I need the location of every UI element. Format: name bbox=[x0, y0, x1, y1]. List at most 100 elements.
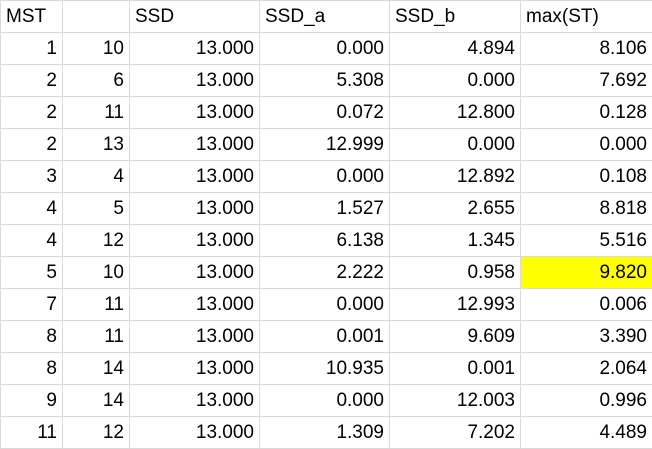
header-cell-mst[interactable]: MST bbox=[1, 1, 63, 33]
cell-ssd-a[interactable]: 1.527 bbox=[260, 193, 390, 225]
cell-mst[interactable]: 8 bbox=[1, 321, 63, 353]
cell-ssd[interactable]: 13.000 bbox=[130, 321, 260, 353]
cell-mst[interactable]: 7 bbox=[1, 289, 63, 321]
cell-ssd-a[interactable]: 0.000 bbox=[260, 33, 390, 65]
cell-ssd-b[interactable]: 4.894 bbox=[390, 33, 521, 65]
cell-ssd-a[interactable]: 0.000 bbox=[260, 161, 390, 193]
cell-ssd-b[interactable]: 7.202 bbox=[390, 417, 521, 449]
cell-ssd-a[interactable]: 2.222 bbox=[260, 257, 390, 289]
cell-ssd[interactable]: 13.000 bbox=[130, 97, 260, 129]
cell-pair[interactable]: 11 bbox=[63, 289, 130, 321]
cell-ssd[interactable]: 13.000 bbox=[130, 353, 260, 385]
cell-mst[interactable]: 1 bbox=[1, 33, 63, 65]
cell-ssd-b[interactable]: 0.958 bbox=[390, 257, 521, 289]
cell-ssd-b[interactable]: 12.800 bbox=[390, 97, 521, 129]
header-cell-ssd-b[interactable]: SSD_b bbox=[390, 1, 521, 33]
cell-ssd[interactable]: 13.000 bbox=[130, 225, 260, 257]
cell-mst[interactable]: 9 bbox=[1, 385, 63, 417]
cell-ssd[interactable]: 13.000 bbox=[130, 417, 260, 449]
cell-ssd-b[interactable]: 2.655 bbox=[390, 193, 521, 225]
cell-ssd-b[interactable]: 0.000 bbox=[390, 65, 521, 97]
cell-max-st[interactable]: 4.489 bbox=[521, 417, 652, 449]
cell-ssd[interactable]: 13.000 bbox=[130, 161, 260, 193]
cell-pair[interactable]: 13 bbox=[63, 129, 130, 161]
cell-max-st[interactable]: 0.006 bbox=[521, 289, 652, 321]
cell-mst[interactable]: 4 bbox=[1, 193, 63, 225]
cell-ssd-b[interactable]: 9.609 bbox=[390, 321, 521, 353]
cell-pair[interactable]: 10 bbox=[63, 257, 130, 289]
cell-ssd-a[interactable]: 0.072 bbox=[260, 97, 390, 129]
cell-mst[interactable]: 2 bbox=[1, 129, 63, 161]
cell-pair[interactable]: 6 bbox=[63, 65, 130, 97]
header-row: MST SSD SSD_a SSD_b max(ST) bbox=[1, 1, 652, 33]
header-cell-ssd-a[interactable]: SSD_a bbox=[260, 1, 390, 33]
cell-ssd-a[interactable]: 12.999 bbox=[260, 129, 390, 161]
cell-mst[interactable]: 5 bbox=[1, 257, 63, 289]
cell-max-st[interactable]: 7.692 bbox=[521, 65, 652, 97]
cell-ssd-a[interactable]: 5.308 bbox=[260, 65, 390, 97]
cell-ssd-a[interactable]: 6.138 bbox=[260, 225, 390, 257]
cell-ssd[interactable]: 13.000 bbox=[130, 193, 260, 225]
header-cell-blank[interactable] bbox=[63, 1, 130, 33]
cell-ssd[interactable]: 13.000 bbox=[130, 385, 260, 417]
cell-ssd[interactable]: 13.000 bbox=[130, 33, 260, 65]
cell-pair[interactable]: 14 bbox=[63, 353, 130, 385]
cell-mst[interactable]: 2 bbox=[1, 97, 63, 129]
cell-pair[interactable]: 11 bbox=[63, 97, 130, 129]
cell-ssd-b[interactable]: 12.892 bbox=[390, 161, 521, 193]
cell-mst[interactable]: 2 bbox=[1, 65, 63, 97]
cell-ssd[interactable]: 13.000 bbox=[130, 289, 260, 321]
cell-pair[interactable]: 11 bbox=[63, 321, 130, 353]
cell-max-st[interactable]: 8.106 bbox=[521, 33, 652, 65]
cell-ssd-a[interactable]: 0.000 bbox=[260, 385, 390, 417]
cell-ssd-b[interactable]: 0.000 bbox=[390, 129, 521, 161]
cell-max-st[interactable]: 9.820 bbox=[521, 257, 652, 289]
cell-pair[interactable]: 4 bbox=[63, 161, 130, 193]
cell-max-st[interactable]: 2.064 bbox=[521, 353, 652, 385]
cell-mst[interactable]: 3 bbox=[1, 161, 63, 193]
cell-max-st[interactable]: 8.818 bbox=[521, 193, 652, 225]
cell-pair[interactable]: 12 bbox=[63, 417, 130, 449]
cell-ssd[interactable]: 13.000 bbox=[130, 129, 260, 161]
cell-ssd-b[interactable]: 1.345 bbox=[390, 225, 521, 257]
cell-ssd-a[interactable]: 1.309 bbox=[260, 417, 390, 449]
cell-max-st[interactable]: 0.128 bbox=[521, 97, 652, 129]
cell-pair[interactable]: 5 bbox=[63, 193, 130, 225]
cell-ssd-b[interactable]: 12.993 bbox=[390, 289, 521, 321]
cell-ssd-b[interactable]: 0.001 bbox=[390, 353, 521, 385]
cell-ssd-a[interactable]: 0.001 bbox=[260, 321, 390, 353]
cell-ssd-b[interactable]: 12.003 bbox=[390, 385, 521, 417]
cell-max-st[interactable]: 0.000 bbox=[521, 129, 652, 161]
cell-mst[interactable]: 8 bbox=[1, 353, 63, 385]
cell-pair[interactable]: 10 bbox=[63, 33, 130, 65]
cell-max-st[interactable]: 5.516 bbox=[521, 225, 652, 257]
cell-ssd[interactable]: 13.000 bbox=[130, 65, 260, 97]
cell-ssd[interactable]: 13.000 bbox=[130, 257, 260, 289]
cell-mst[interactable]: 4 bbox=[1, 225, 63, 257]
cell-mst[interactable]: 11 bbox=[1, 417, 63, 449]
cell-max-st[interactable]: 0.108 bbox=[521, 161, 652, 193]
cell-ssd-a[interactable]: 0.000 bbox=[260, 289, 390, 321]
cell-max-st[interactable]: 0.996 bbox=[521, 385, 652, 417]
cell-pair[interactable]: 14 bbox=[63, 385, 130, 417]
header-cell-ssd[interactable]: SSD bbox=[130, 1, 260, 33]
cell-max-st[interactable]: 3.390 bbox=[521, 321, 652, 353]
cell-ssd-a[interactable]: 10.935 bbox=[260, 353, 390, 385]
header-cell-max-st[interactable]: max(ST) bbox=[521, 1, 652, 33]
cell-pair[interactable]: 12 bbox=[63, 225, 130, 257]
